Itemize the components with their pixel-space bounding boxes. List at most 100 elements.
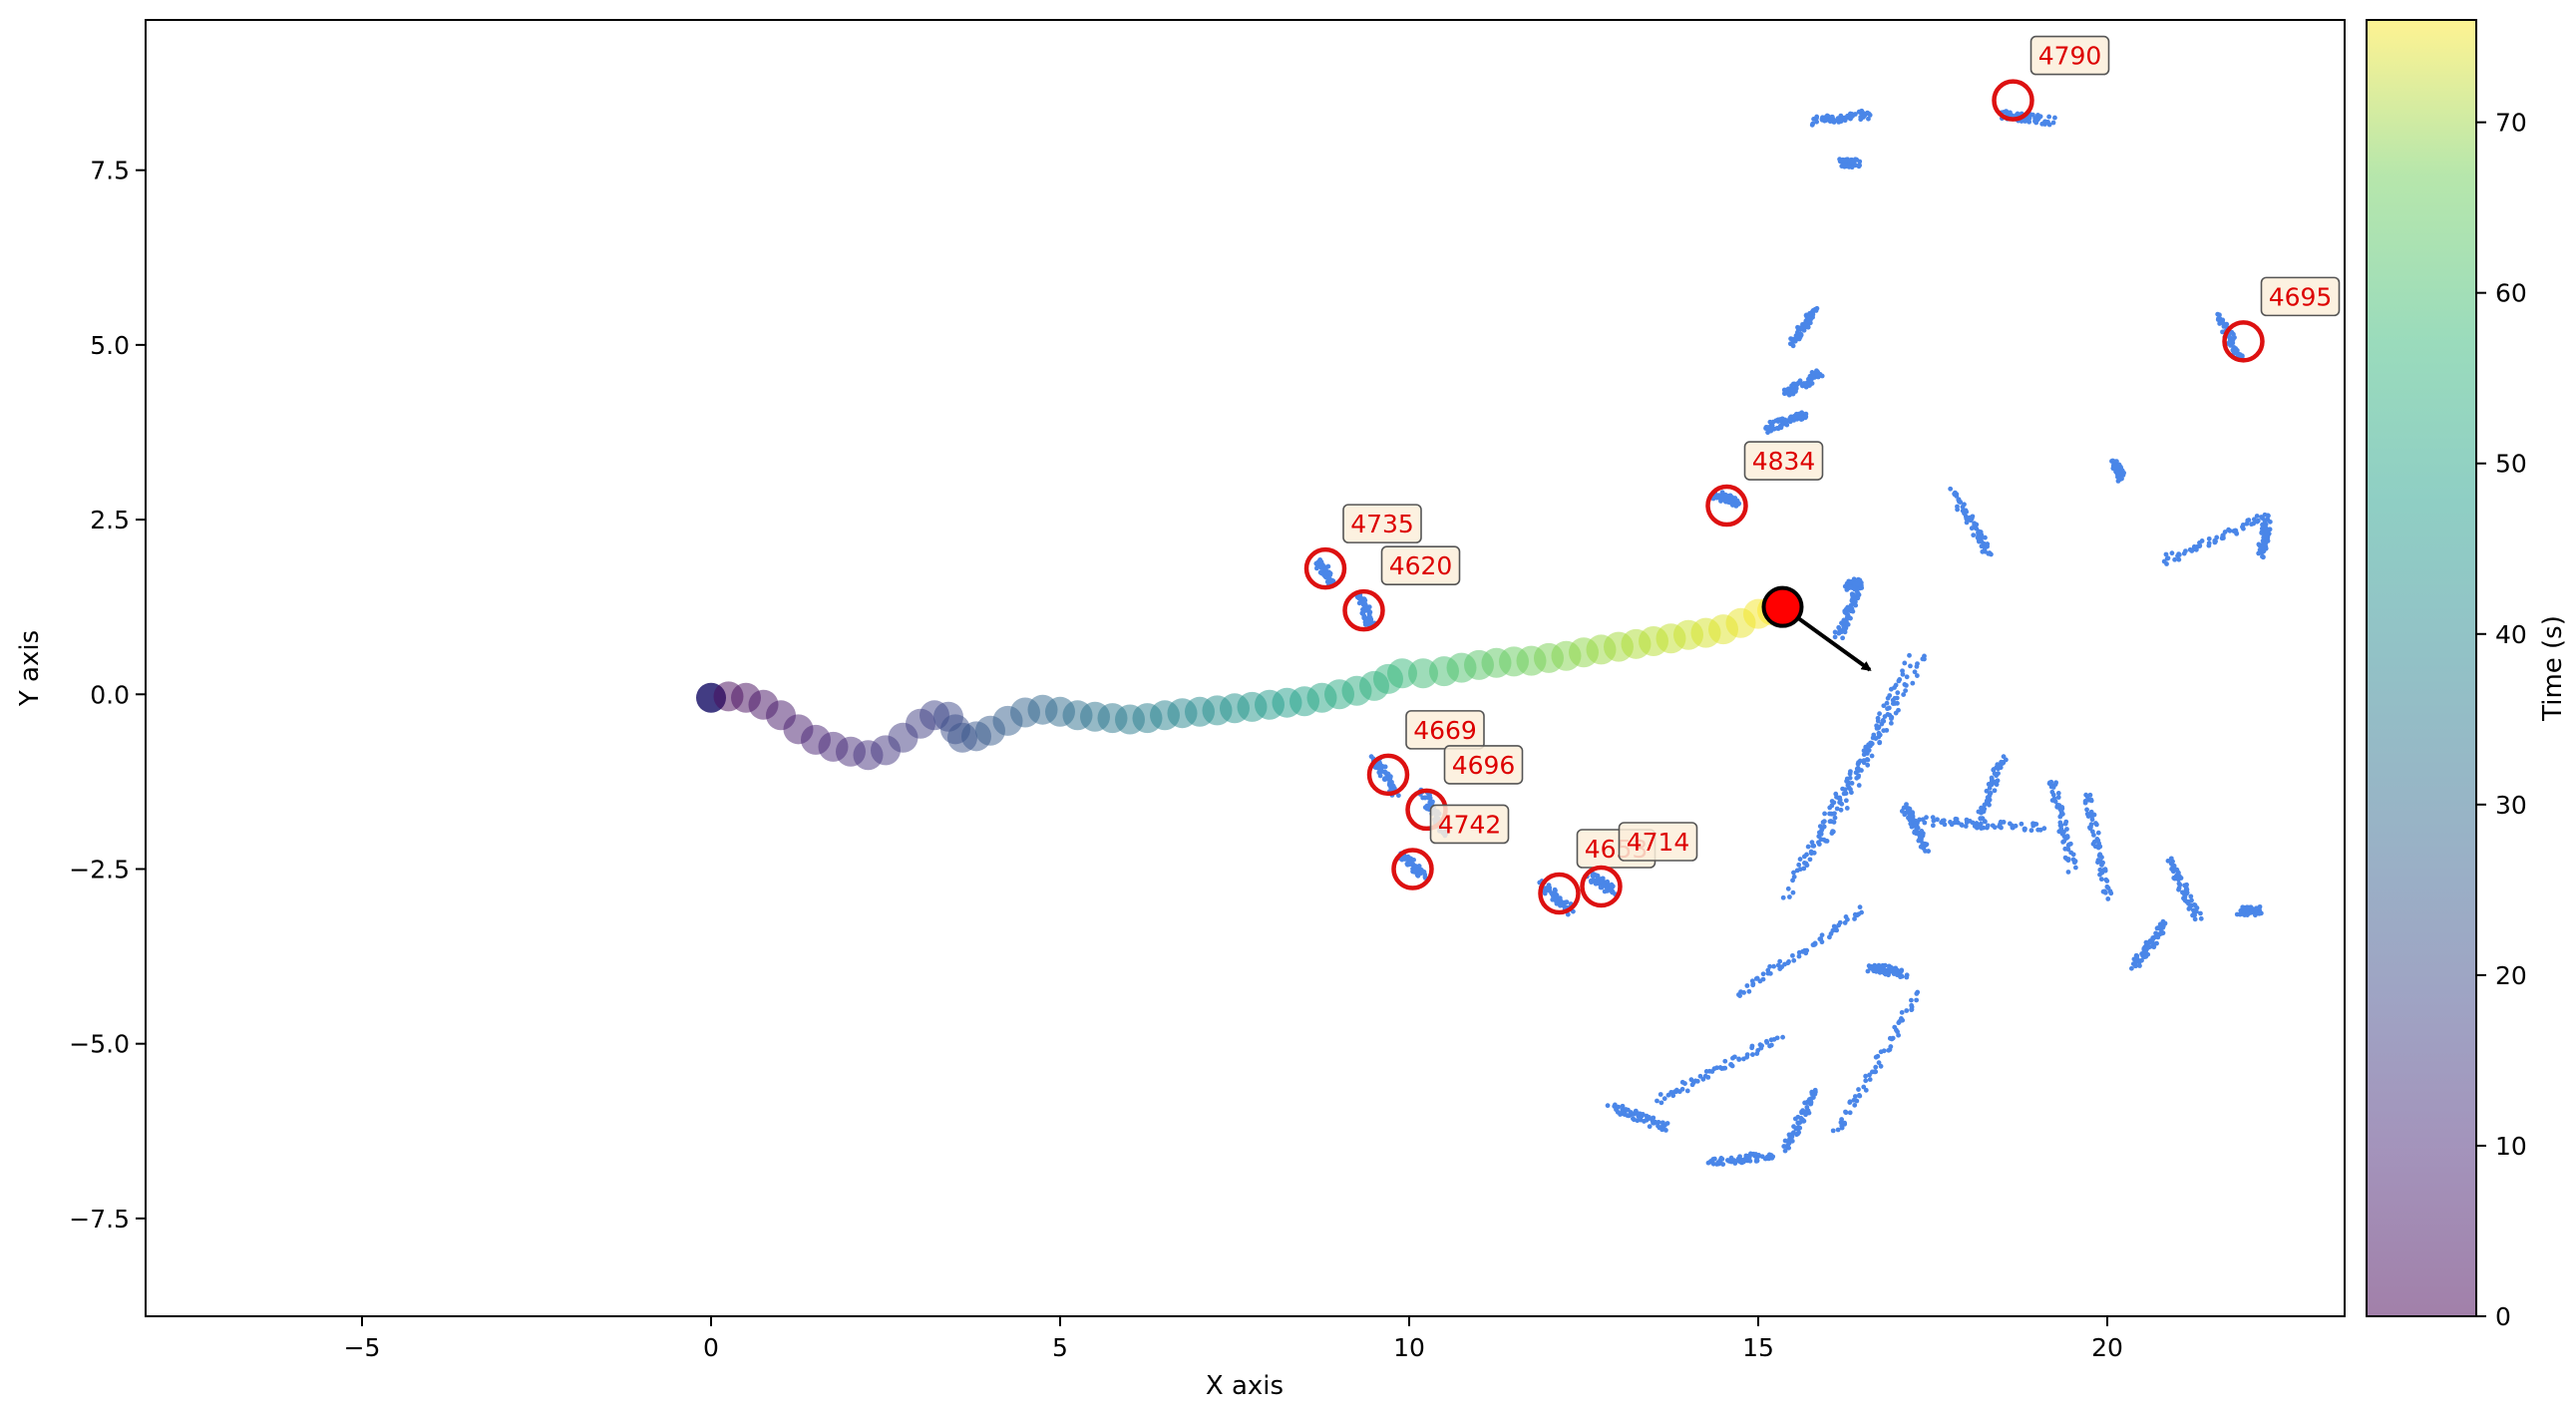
obstacle-point [1422,795,1428,801]
colorbar-tick-label: 0 [2495,1302,2511,1331]
colorbar-label: Time (s) [2538,615,2568,722]
x-tick-label: 10 [1393,1333,1425,1362]
obstacle-point [1714,1065,1719,1071]
obstacle-point [2028,828,2034,834]
obstacle-point [1416,867,1422,873]
obstacle-point [1866,111,1872,117]
obstacle-point [1800,324,1806,330]
obstacle-point [1797,331,1803,337]
obstacle-point [1819,932,1825,938]
obstacle-point [2098,877,2104,883]
obstacle-point [2103,877,2109,883]
obstacle-point [1361,613,1367,619]
obstacle-point [1997,824,2003,829]
obstacle-point [1866,748,1872,753]
obstacle-point [2065,870,2071,875]
obstacle-point [2262,518,2268,524]
obstacle-point [1865,968,1871,974]
obstacle-point [1912,823,1918,829]
obstacle-point [1749,1043,1755,1049]
obstacle-point [1879,964,1885,970]
obstacle-point [1923,843,1929,848]
obstacle-point [1767,963,1773,969]
obstacle-point [1866,742,1872,748]
obstacle-point [1980,806,1986,812]
obstacle-point [2003,757,2009,763]
obstacle-point [1823,118,1829,123]
obstacle-point [2145,951,2151,957]
landmark-annotation: 4790 [1992,35,2110,122]
obstacle-point [1824,839,1830,844]
obstacle-point [1702,1073,1708,1079]
obstacle-point [1878,1063,1884,1069]
obstacle-point [1759,1043,1765,1049]
obstacle-point [2062,846,2068,852]
obstacle-point [1912,669,1918,675]
obstacle-point [2178,876,2184,881]
obstacle-point [2242,904,2248,910]
obstacle-point [1366,604,1372,610]
obstacle-cluster [1832,580,1865,641]
obstacle-point [1842,787,1848,793]
obstacle-point [1852,581,1858,586]
obstacle-point [1838,807,1844,813]
obstacle-point [1915,989,1921,995]
obstacle-point [2082,800,2088,806]
obstacle-point [1851,576,1857,582]
obstacle-cluster [1830,989,1921,1134]
landmark-label: 4695 [2269,282,2333,311]
obstacle-point [1888,720,1894,726]
obstacle-point [1366,610,1372,616]
obstacle-point [1797,378,1803,384]
obstacle-point [1859,909,1864,915]
obstacle-point [1765,970,1771,976]
colorbar-tick-label: 40 [2495,620,2527,649]
obstacle-point [2169,550,2175,556]
obstacle-point [1562,904,1568,910]
obstacle-point [1760,971,1766,977]
obstacle-point [1844,806,1850,811]
obstacle-point [1832,815,1838,821]
obstacle-point [1753,976,1759,981]
obstacle-point [1847,771,1853,777]
obstacle-point [1983,548,1988,554]
obstacle-point [1832,634,1838,640]
obstacle-point [1368,619,1374,625]
obstacle-point [1421,870,1427,875]
obstacle-point [1800,1108,1806,1114]
obstacle-point [1978,816,1984,822]
obstacle-point [2052,782,2058,787]
obstacle-point [1866,116,1871,122]
obstacle-point [1885,971,1891,976]
obstacle-point [1877,739,1883,745]
colorbar-gradient [2367,20,2476,1316]
obstacle-point [1812,1087,1818,1093]
obstacle-point [1842,1120,1847,1126]
obstacle-point [2165,555,2171,561]
landmark-label: 4742 [1438,810,1502,839]
obstacle-point [1801,854,1807,860]
obstacle-point [1804,947,1810,953]
obstacle-point [1865,757,1871,763]
obstacle-point [1840,635,1846,641]
obstacle-point [1789,1138,1795,1144]
obstacle-point [1930,815,1936,821]
obstacle-cluster [1763,410,1809,436]
obstacle-point [1407,862,1413,868]
obstacle-point [1852,916,1857,921]
obstacle-point [2214,534,2220,540]
obstacle-point [2088,798,2094,804]
obstacle-point [1856,783,1862,788]
obstacle-point [1741,1159,1746,1165]
obstacle-point [1987,786,1993,791]
obstacle-point [1635,1118,1641,1124]
landmark-annotation: 4714 [1580,822,1698,908]
obstacle-point [1732,1161,1738,1166]
landmark-label-box [1443,745,1524,785]
obstacle-point [1959,822,1965,828]
landmark-label-box [1618,822,1698,862]
obstacle-point [1884,700,1890,706]
obstacle-point [1854,1098,1860,1104]
obstacle-point [2222,530,2228,534]
